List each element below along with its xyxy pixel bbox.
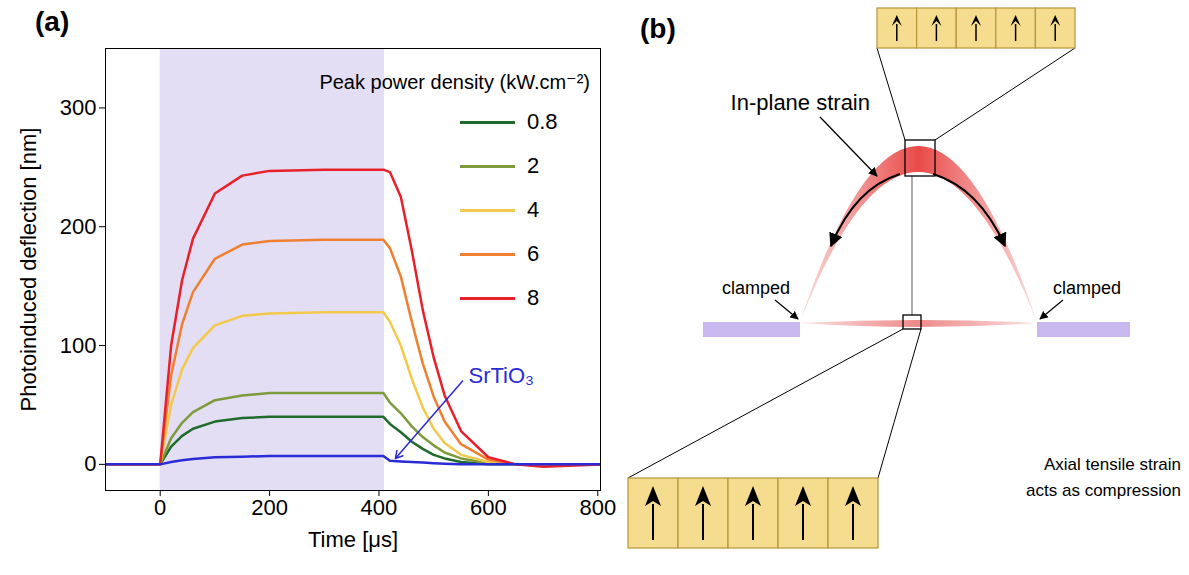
html-text:8: 8 — [527, 285, 540, 310]
svg-text:0: 0 — [154, 495, 166, 520]
svg-text:200: 200 — [251, 495, 288, 520]
html-text:4: 4 — [527, 197, 540, 222]
svg-text:Axial tensile strain: Axial tensile strain — [1044, 455, 1181, 474]
html-text:(a): (a) — [35, 6, 70, 37]
svg-text:clamped: clamped — [1053, 278, 1121, 298]
html-text:0.8: 0.8 — [527, 109, 558, 134]
svg-text:400: 400 — [361, 495, 398, 520]
svg-text:0: 0 — [84, 451, 96, 476]
svg-text:clamped: clamped — [722, 278, 790, 298]
svg-text:Time [μs]: Time [μs] — [308, 527, 398, 552]
svg-text:(b): (b) — [640, 13, 676, 44]
svg-text:200: 200 — [60, 214, 97, 239]
html-text:6: 6 — [527, 241, 540, 266]
html-text:2: 2 — [527, 153, 540, 178]
svg-text:In-plane strain: In-plane strain — [731, 90, 870, 115]
svg-text:300: 300 — [60, 95, 97, 120]
svg-text:acts as compression: acts as compression — [1026, 481, 1181, 500]
svg-text:600: 600 — [470, 495, 507, 520]
svg-text:100: 100 — [60, 333, 97, 358]
svg-text:Photoinduced deflection [nm]: Photoinduced deflection [nm] — [16, 128, 41, 412]
html-text:Peak power density (kW.cm⁻²): Peak power density (kW.cm⁻²) — [319, 71, 590, 93]
svg-text:SrTiO₃: SrTiO₃ — [468, 363, 534, 388]
svg-text:800: 800 — [579, 495, 616, 520]
